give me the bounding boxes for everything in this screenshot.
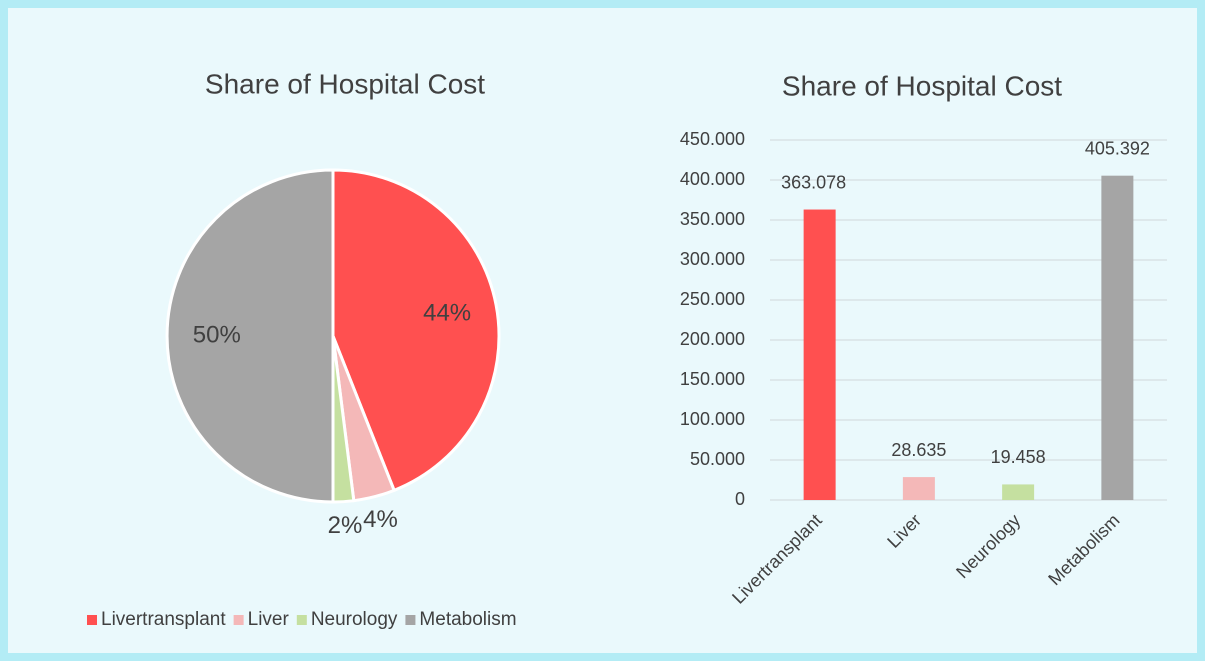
legend-label: Metabolism xyxy=(419,609,516,630)
y-tick-label: 250.000 xyxy=(680,289,745,309)
data-label: 50% xyxy=(193,321,241,348)
data-label: 44% xyxy=(423,300,471,327)
y-tick-label: 200.000 xyxy=(680,329,745,349)
bar xyxy=(803,209,836,500)
bar xyxy=(1002,484,1035,500)
legend-label: Livertransplant xyxy=(101,609,226,630)
data-label: 19.458 xyxy=(991,447,1046,467)
legend-swatch xyxy=(296,615,307,625)
data-label: 28.635 xyxy=(891,440,946,460)
legend-label: Neurology xyxy=(311,609,398,630)
bar xyxy=(902,477,935,500)
y-tick-label: 450.000 xyxy=(680,129,745,149)
y-tick-label: 150.000 xyxy=(680,369,745,389)
legend-swatch xyxy=(233,615,244,625)
y-tick-label: 400.000 xyxy=(680,169,745,189)
legend-swatch xyxy=(405,615,416,625)
data-label: 363.078 xyxy=(781,172,846,192)
chart-title: Share of Hospital Cost xyxy=(782,70,1062,101)
chart-title: Share of Hospital Cost xyxy=(205,68,485,99)
data-label: 2% xyxy=(328,512,363,539)
data-label: 405.392 xyxy=(1085,138,1150,158)
legend-swatch xyxy=(87,615,97,625)
legend-label: Liver xyxy=(248,609,290,630)
y-tick-label: 350.000 xyxy=(680,209,745,229)
y-tick-label: 50.000 xyxy=(690,449,745,469)
pie-slice xyxy=(165,168,335,504)
pie-slice xyxy=(331,168,501,493)
y-tick-label: 300.000 xyxy=(680,249,745,269)
data-label: 4% xyxy=(363,506,398,533)
bar xyxy=(1101,175,1134,500)
y-tick-label: 100.000 xyxy=(680,409,745,429)
y-tick-label: 0 xyxy=(735,489,745,509)
